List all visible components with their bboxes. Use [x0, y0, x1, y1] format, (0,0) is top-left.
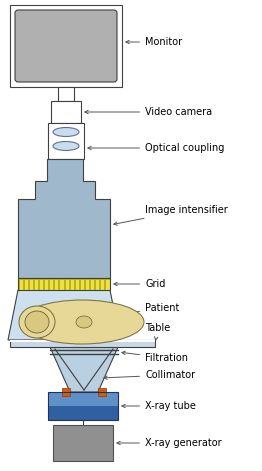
Bar	[54, 278, 58, 290]
Bar	[85, 278, 89, 290]
Text: Patient: Patient	[119, 303, 179, 316]
Ellipse shape	[53, 128, 79, 137]
Bar	[48, 123, 84, 159]
Bar	[49, 278, 53, 290]
Bar	[53, 425, 113, 461]
Text: Monitor: Monitor	[126, 37, 182, 47]
Bar	[10, 5, 122, 87]
Polygon shape	[8, 290, 120, 340]
Bar	[34, 278, 38, 290]
Bar	[18, 278, 110, 290]
Bar	[48, 392, 118, 406]
Bar	[48, 406, 118, 420]
Bar	[39, 278, 43, 290]
Bar	[19, 278, 23, 290]
Ellipse shape	[25, 311, 49, 333]
Polygon shape	[18, 159, 110, 278]
Text: Filtration: Filtration	[122, 351, 188, 363]
Ellipse shape	[76, 316, 92, 328]
Bar	[18, 278, 110, 290]
Text: Grid: Grid	[114, 279, 165, 289]
Bar	[29, 278, 33, 290]
Text: Optical coupling: Optical coupling	[88, 143, 224, 153]
Bar	[58, 87, 74, 101]
Polygon shape	[50, 347, 118, 392]
Bar	[10, 340, 155, 347]
Ellipse shape	[19, 306, 55, 338]
Text: X-ray tube: X-ray tube	[122, 401, 196, 411]
Ellipse shape	[20, 300, 144, 344]
Bar	[24, 278, 28, 290]
Bar	[80, 278, 84, 290]
Bar	[59, 278, 63, 290]
Bar	[98, 388, 106, 396]
Bar	[75, 278, 79, 290]
Bar	[10, 340, 155, 342]
Text: Image intensifier: Image intensifier	[114, 205, 228, 225]
Bar	[95, 278, 99, 290]
Bar	[51, 101, 81, 123]
Bar	[70, 278, 74, 290]
Bar	[62, 388, 70, 396]
Bar	[64, 278, 69, 290]
Text: Video camera: Video camera	[85, 107, 212, 117]
Bar	[105, 278, 110, 290]
Ellipse shape	[53, 141, 79, 151]
Bar	[48, 392, 118, 420]
Bar	[100, 278, 104, 290]
Bar	[90, 278, 94, 290]
Text: Table: Table	[145, 323, 170, 340]
Text: Collimator: Collimator	[104, 370, 195, 380]
Bar	[44, 278, 48, 290]
Text: X-ray generator: X-ray generator	[117, 438, 222, 448]
FancyBboxPatch shape	[15, 10, 117, 82]
